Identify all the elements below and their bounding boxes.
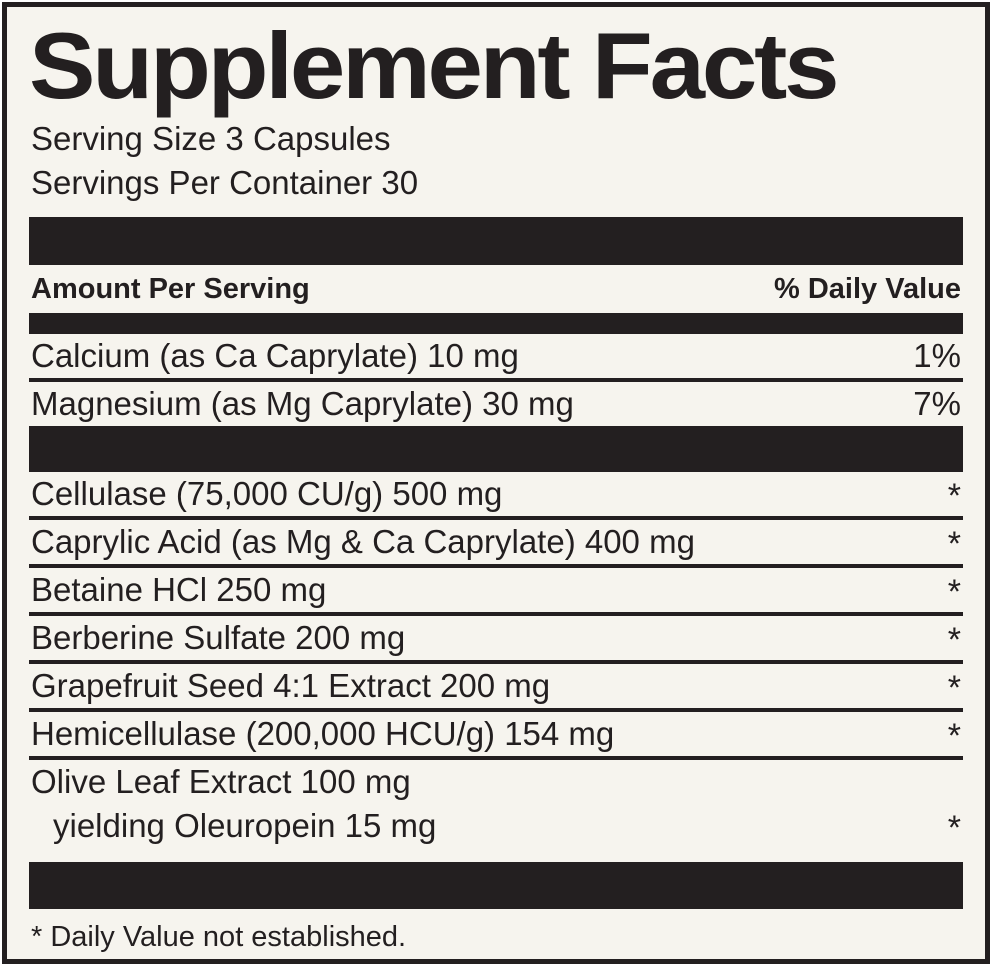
nutrient-daily-value-asterisk: * bbox=[947, 621, 961, 659]
nutrient-daily-value: 7% bbox=[913, 385, 961, 422]
divider-bar-middle bbox=[29, 426, 963, 472]
nutrient-daily-value-asterisk: * bbox=[947, 809, 961, 847]
nutrient-row-hemicellulase: Hemicellulase (200,000 HCU/g) 154 mg * bbox=[29, 712, 963, 756]
divider-bar-bottom bbox=[29, 862, 963, 909]
nutrient-row-calcium: Calcium (as Ca Caprylate) 10 mg 1% bbox=[29, 334, 963, 378]
nutrient-row-caprylic-acid: Caprylic Acid (as Mg & Ca Caprylate) 400… bbox=[29, 520, 963, 564]
nutrient-row-betaine-hcl: Betaine HCl 250 mg * bbox=[29, 568, 963, 612]
row-separator bbox=[29, 660, 963, 664]
footnote: * Daily Value not established. bbox=[31, 921, 407, 953]
divider-bar-top bbox=[29, 217, 963, 265]
serving-size: Serving Size 3 Capsules bbox=[31, 120, 391, 157]
daily-value-header: % Daily Value bbox=[774, 272, 961, 305]
supplement-facts-label: Supplement Facts Serving Size 3 Capsules… bbox=[2, 2, 990, 964]
nutrient-daily-value-asterisk: * bbox=[947, 717, 961, 755]
nutrient-name: Berberine Sulfate 200 mg bbox=[31, 619, 406, 656]
nutrient-daily-value-asterisk: * bbox=[947, 477, 961, 515]
nutrient-row-berberine-sulfate: Berberine Sulfate 200 mg * bbox=[29, 616, 963, 660]
nutrient-daily-value-asterisk: * bbox=[947, 573, 961, 611]
row-separator bbox=[29, 564, 963, 568]
amount-per-serving-header: Amount Per Serving bbox=[31, 272, 310, 305]
row-separator bbox=[29, 756, 963, 760]
nutrient-sub-name: yielding Oleuropein 15 mg bbox=[53, 807, 437, 844]
row-separator bbox=[29, 708, 963, 712]
column-header-row: Amount Per Serving % Daily Value bbox=[29, 265, 963, 313]
nutrient-name: Olive Leaf Extract 100 mg bbox=[31, 763, 411, 800]
nutrient-row-grapefruit-seed: Grapefruit Seed 4:1 Extract 200 mg * bbox=[29, 664, 963, 708]
nutrient-daily-value-asterisk: * bbox=[947, 525, 961, 563]
label-title: Supplement Facts bbox=[29, 13, 839, 118]
nutrient-daily-value: 1% bbox=[913, 337, 961, 374]
nutrient-name: Cellulase (75,000 CU/g) 500 mg bbox=[31, 475, 503, 512]
nutrient-name: Hemicellulase (200,000 HCU/g) 154 mg bbox=[31, 715, 615, 752]
nutrient-name: Caprylic Acid (as Mg & Ca Caprylate) 400… bbox=[31, 523, 695, 560]
nutrient-subrow-oleuropein: yielding Oleuropein 15 mg * bbox=[29, 804, 963, 848]
nutrient-name: Calcium (as Ca Caprylate) 10 mg bbox=[31, 337, 519, 374]
row-separator bbox=[29, 516, 963, 520]
nutrient-name: Magnesium (as Mg Caprylate) 30 mg bbox=[31, 385, 574, 422]
nutrient-row-magnesium: Magnesium (as Mg Caprylate) 30 mg 7% bbox=[29, 382, 963, 426]
nutrient-row-cellulase: Cellulase (75,000 CU/g) 500 mg * bbox=[29, 472, 963, 516]
row-separator bbox=[29, 612, 963, 616]
nutrient-name: Grapefruit Seed 4:1 Extract 200 mg bbox=[31, 667, 551, 704]
divider-bar-header bbox=[29, 313, 963, 334]
servings-per-container: Servings Per Container 30 bbox=[31, 164, 419, 201]
nutrient-row-olive-leaf: Olive Leaf Extract 100 mg bbox=[29, 760, 963, 804]
nutrient-daily-value-asterisk: * bbox=[947, 669, 961, 707]
nutrient-name: Betaine HCl 250 mg bbox=[31, 571, 327, 608]
row-separator bbox=[29, 378, 963, 382]
